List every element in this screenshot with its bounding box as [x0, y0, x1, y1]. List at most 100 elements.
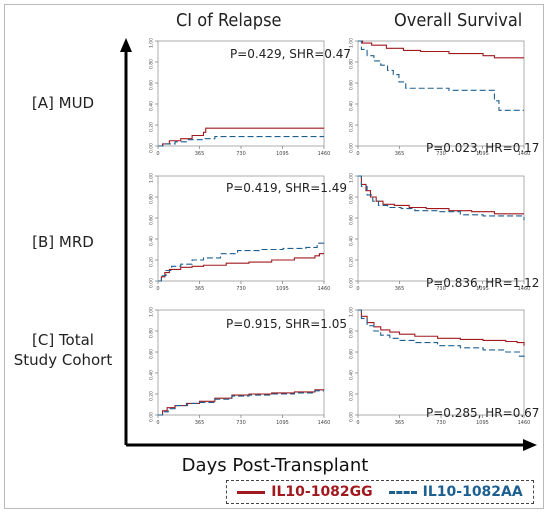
- y-tick-label: 1.00: [149, 307, 155, 317]
- panel-mud-survival: 0.00 0.20 0.40 0.60 0.80 1.00 0 365 730 1095 1460: [340, 35, 530, 160]
- series-line-gg: [358, 175, 524, 215]
- y-tick-label: 0.40: [149, 370, 155, 380]
- panel-svg: 0.00 0.20 0.40 0.60 0.80 1.00 0 365 730 1095 1460: [349, 307, 531, 426]
- series-line-gg: [358, 40, 524, 59]
- row-label-mud: [A] MUD: [31, 94, 95, 112]
- y-tick-label: 1.00: [149, 38, 155, 48]
- panel-total-survival: 0.00 0.20 0.40 0.60 0.80 1.00 0 365 730 1095 1460: [340, 304, 530, 429]
- y-tick-label: 0.60: [149, 80, 155, 90]
- panel-mud-relapse: 0.00 0.20 0.40 0.60 0.80 1.00 0 365 730 1095 1460: [140, 35, 330, 160]
- y-tick-label: 0.80: [349, 328, 355, 338]
- x-tick-label: 0: [156, 286, 159, 292]
- series-line-aa: [358, 40, 524, 111]
- panel-svg: 0.00 0.20 0.40 0.60 0.80 1.00 0 365 730 1095 1460: [149, 38, 331, 157]
- y-tick-label: 0.60: [349, 80, 355, 90]
- series-line-aa: [158, 242, 324, 282]
- legend-swatch-aa: [388, 490, 417, 494]
- x-tick-label: 1095: [476, 286, 489, 292]
- series-line-gg: [158, 389, 324, 416]
- x-tick-label: 365: [395, 151, 405, 157]
- y-tick-label: 0.00: [149, 143, 155, 153]
- series-line-aa: [158, 390, 324, 416]
- y-tick-label: 0.00: [349, 412, 355, 422]
- x-tick-label: 365: [395, 286, 405, 292]
- panel-svg: 0.00 0.20 0.40 0.60 0.80 1.00 0 365 730 1095 1460: [149, 307, 331, 426]
- x-tick-label: 365: [395, 420, 405, 426]
- y-tick-label: 0.20: [349, 122, 355, 132]
- x-tick-label: 0: [356, 286, 359, 292]
- figure-frame: [4, 4, 544, 509]
- x-tick-label: 1460: [518, 286, 530, 292]
- x-tick-label: 1095: [276, 286, 289, 292]
- legend-item-gg: IL10-1082GG: [237, 484, 373, 500]
- plot-frame: [357, 175, 525, 282]
- panel-svg: 0.00 0.20 0.40 0.60 0.80 1.00 0 365 730 1095 1460: [349, 173, 531, 292]
- x-tick-label: 730: [436, 286, 446, 292]
- x-tick-label: 365: [195, 286, 205, 292]
- stat-mrd-relapse: P=0.419, SHR=1.49: [226, 181, 348, 195]
- legend-label-gg: IL10-1082GG: [271, 484, 373, 500]
- y-tick-label: 0.80: [149, 194, 155, 204]
- y-tick-label: 0.60: [149, 349, 155, 359]
- y-tick-label: 0.20: [349, 391, 355, 401]
- x-tick-label: 365: [195, 151, 205, 157]
- plot-frame: [357, 309, 525, 416]
- legend-swatch-gg: [237, 490, 266, 494]
- y-tick-label: 0.80: [149, 328, 155, 338]
- y-tick-label: 0.80: [349, 194, 355, 204]
- x-tick-label: 1460: [518, 420, 530, 426]
- y-tick-label: 0.20: [149, 122, 155, 132]
- y-tick-label: 1.00: [349, 173, 355, 183]
- y-tick-label: 0.00: [349, 278, 355, 288]
- x-tick-label: 730: [436, 151, 446, 157]
- x-tick-label: 730: [236, 151, 246, 157]
- y-tick-label: 0.60: [349, 215, 355, 225]
- y-tick-label: 1.00: [149, 173, 155, 183]
- x-tick-label: 1460: [318, 286, 330, 292]
- series-line-aa: [358, 175, 525, 221]
- y-tick-label: 0.40: [349, 236, 355, 246]
- series-line-gg: [158, 253, 324, 282]
- legend-item-aa: IL10-1082AA: [388, 484, 523, 500]
- legend: IL10-1082GG IL10-1082AA: [226, 480, 534, 504]
- series-line-gg: [358, 309, 525, 346]
- x-tick-label: 730: [236, 286, 246, 292]
- stat-mud-survival: P=0.023, HR=0.17: [426, 141, 540, 155]
- y-tick-label: 1.00: [349, 38, 355, 48]
- stat-mrd-survival: P=0.836, HR=1.12: [426, 276, 540, 290]
- panel-svg: 0.00 0.20 0.40 0.60 0.80 1.00 0 365 730 1095 1460: [149, 173, 331, 292]
- series-line-aa: [358, 309, 525, 358]
- series-line-aa: [158, 136, 324, 147]
- y-tick-label: 1.00: [349, 307, 355, 317]
- series-line-gg: [158, 127, 324, 147]
- x-tick-label: 1095: [476, 151, 489, 157]
- x-tick-label: 0: [356, 151, 359, 157]
- stat-total-survival: P=0.285, HR=0.67: [426, 406, 540, 420]
- x-tick-label: 365: [195, 420, 205, 426]
- stat-mud-relapse: P=0.429, SHR=0.47: [230, 47, 352, 61]
- row-label-total: [C] Total Study Cohort: [13, 331, 113, 369]
- plot-frame: [357, 40, 525, 147]
- x-tick-label: 0: [156, 420, 159, 426]
- x-tick-label: 730: [436, 420, 446, 426]
- x-tick-label: 730: [236, 420, 246, 426]
- y-tick-label: 0.20: [149, 257, 155, 267]
- y-tick-label: 0.40: [349, 370, 355, 380]
- x-tick-label: 1095: [276, 420, 289, 426]
- x-tick-label: 1095: [476, 420, 489, 426]
- x-tick-label: 1460: [318, 420, 330, 426]
- panel-mrd-relapse: 0.00 0.20 0.40 0.60 0.80 1.00 0 365 730 1095 1460: [140, 170, 330, 295]
- x-tick-label: 0: [356, 420, 359, 426]
- row-label-mrd: [B] MRD: [32, 233, 94, 251]
- column-title-survival: Overall Survival: [394, 10, 523, 31]
- y-tick-label: 0.40: [349, 101, 355, 111]
- y-tick-label: 0.00: [349, 143, 355, 153]
- x-tick-label: 1460: [318, 151, 330, 157]
- panel-total-relapse: 0.00 0.20 0.40 0.60 0.80 1.00 0 365 730 1095 1460: [140, 304, 330, 429]
- y-tick-label: 0.40: [149, 236, 155, 246]
- y-tick-label: 0.80: [149, 59, 155, 69]
- x-tick-label: 0: [156, 151, 159, 157]
- x-tick-label: 1095: [276, 151, 289, 157]
- x-tick-label: 1460: [518, 151, 530, 157]
- column-title-relapse: CI of Relapse: [176, 10, 282, 31]
